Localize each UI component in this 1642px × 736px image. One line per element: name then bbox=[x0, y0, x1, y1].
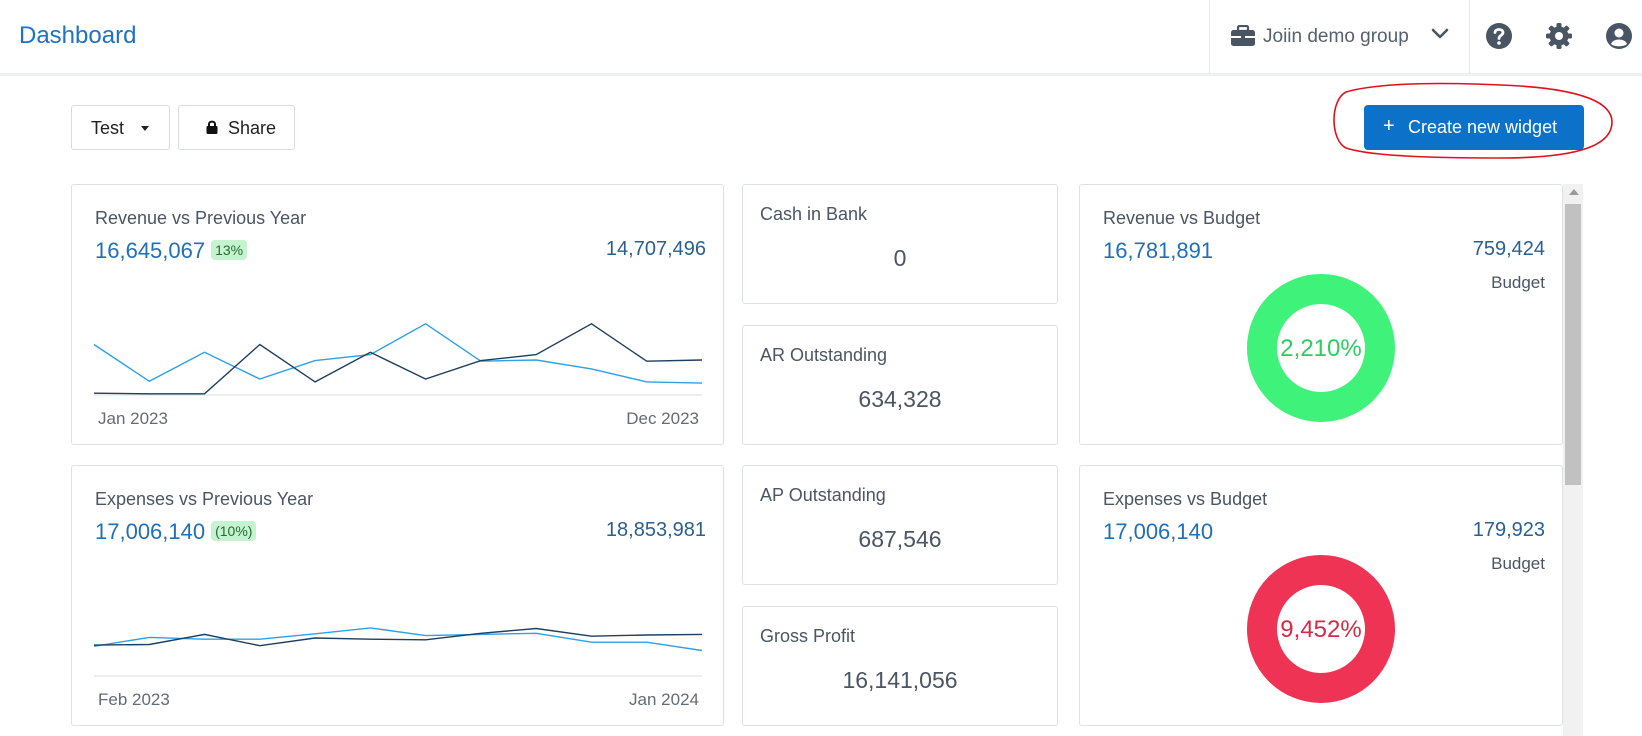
widget-title: AP Outstanding bbox=[760, 485, 886, 505]
actual-value: 16,781,891 bbox=[1103, 238, 1214, 263]
expenses-vs-previous-year-widget[interactable]: Expenses vs Previous Year 17,006,140 (10%… bbox=[71, 465, 724, 726]
current-year-series-line bbox=[93, 322, 703, 395]
caret-down-icon bbox=[141, 126, 149, 131]
current-value: 16,645,067 bbox=[95, 238, 206, 263]
previous-value: 18,853,981 bbox=[605, 519, 706, 541]
widget-title: Gross Profit bbox=[760, 626, 856, 646]
briefcase-icon bbox=[1231, 25, 1255, 46]
donut-ring bbox=[1247, 274, 1395, 422]
scrollbar[interactable] bbox=[1563, 184, 1583, 736]
donut-percent-label: 2,210% bbox=[1280, 335, 1361, 362]
revenue-vs-budget-widget[interactable]: Revenue vs Budget 16,781,891 759,424 Bud… bbox=[1079, 184, 1563, 445]
dashboard-view-label: Test bbox=[91, 118, 125, 138]
x-axis-end-label: Dec 2023 bbox=[626, 409, 699, 428]
create-widget-button[interactable]: + Create new widget bbox=[1364, 105, 1584, 150]
help-icon[interactable] bbox=[1485, 22, 1513, 50]
change-badge: (10%) bbox=[211, 521, 257, 541]
widget-title: Expenses vs Budget bbox=[1103, 489, 1268, 509]
widget-title: AR Outstanding bbox=[760, 345, 888, 365]
kpi-value: 16,141,056 bbox=[842, 667, 958, 693]
scrollbar-thumb[interactable] bbox=[1565, 204, 1581, 485]
expenses-sparkline bbox=[93, 627, 703, 677]
actual-value: 17,006,140 bbox=[1103, 519, 1214, 544]
expenses-vs-budget-widget[interactable]: Expenses vs Budget 17,006,140 179,923 Bu… bbox=[1079, 465, 1563, 726]
donut-percent-label: 9,452% bbox=[1280, 616, 1361, 643]
gross-profit-widget[interactable]: Gross Profit 16,141,056 bbox=[742, 606, 1058, 726]
current-year-series-line bbox=[93, 627, 703, 647]
ap-outstanding-widget[interactable]: AP Outstanding 687,546 bbox=[742, 465, 1058, 585]
top-bar: Dashboard Joiin demo group bbox=[0, 0, 1642, 76]
create-widget-label: Create new widget bbox=[1408, 117, 1558, 137]
share-button[interactable]: Share bbox=[178, 105, 295, 150]
previous-year-series-line bbox=[93, 627, 703, 652]
donut-ring bbox=[1247, 555, 1395, 703]
kpi-value: 687,546 bbox=[858, 526, 942, 552]
change-badge: 13% bbox=[211, 240, 248, 260]
current-value: 17,006,140 bbox=[95, 519, 206, 544]
x-axis-start-label: Feb 2023 bbox=[98, 690, 170, 709]
widget-title: Expenses vs Previous Year bbox=[95, 489, 314, 509]
share-label: Share bbox=[228, 118, 277, 138]
org-name: Joiin demo group bbox=[1263, 26, 1409, 47]
kpi-value: 634,328 bbox=[858, 386, 942, 412]
dashboard-view-dropdown[interactable]: Test bbox=[71, 105, 170, 150]
budget-value: 759,424 bbox=[1472, 238, 1545, 260]
budget-label: Budget bbox=[1491, 273, 1545, 292]
lock-icon bbox=[206, 120, 218, 134]
x-axis-start-label: Jan 2023 bbox=[98, 409, 168, 428]
expenses-budget-donut: 9,452% bbox=[1247, 555, 1395, 703]
revenue-vs-previous-year-widget[interactable]: Revenue vs Previous Year 16,645,067 13% 1… bbox=[71, 184, 724, 445]
org-selector[interactable]: Joiin demo group bbox=[1209, 0, 1470, 74]
user-account-icon[interactable] bbox=[1605, 22, 1633, 50]
ar-outstanding-widget[interactable]: AR Outstanding 634,328 bbox=[742, 325, 1058, 445]
previous-value: 14,707,496 bbox=[605, 238, 706, 260]
budget-label: Budget bbox=[1491, 554, 1545, 573]
previous-year-series-line bbox=[93, 322, 703, 384]
widget-title: Cash in Bank bbox=[760, 204, 868, 224]
x-axis-end-label: Jan 2024 bbox=[629, 690, 699, 709]
revenue-sparkline bbox=[93, 322, 703, 396]
chevron-down-icon bbox=[1431, 28, 1449, 39]
widget-title: Revenue vs Budget bbox=[1103, 208, 1261, 228]
budget-value: 179,923 bbox=[1472, 519, 1545, 541]
page-title[interactable]: Dashboard bbox=[19, 22, 137, 49]
gear-icon[interactable] bbox=[1545, 22, 1573, 50]
revenue-budget-donut: 2,210% bbox=[1247, 274, 1395, 422]
scroll-up-arrow-icon[interactable] bbox=[1569, 189, 1579, 195]
kpi-value: 0 bbox=[893, 245, 907, 271]
cash-in-bank-widget[interactable]: Cash in Bank 0 bbox=[742, 184, 1058, 304]
widget-title: Revenue vs Previous Year bbox=[95, 208, 307, 228]
plus-icon: + bbox=[1383, 115, 1395, 137]
